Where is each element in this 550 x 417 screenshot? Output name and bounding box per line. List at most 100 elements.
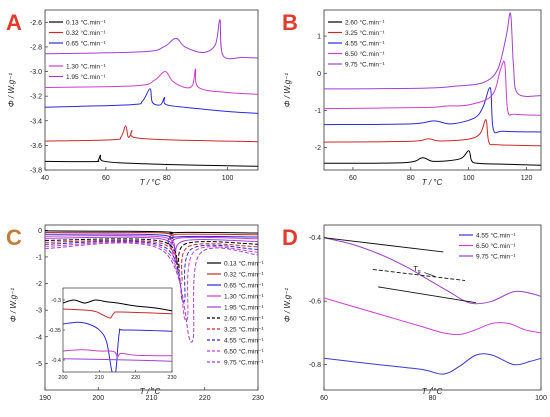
- inset-x-tick-label: 220: [131, 375, 140, 381]
- plot-frame: [44, 9, 259, 171]
- legend-label: 4.55 °C.min⁻¹: [345, 40, 385, 48]
- series-line-1: [324, 353, 541, 375]
- legend-label: 9.75 °C.min⁻¹: [345, 61, 385, 69]
- legend-label: 6.50 °C.min⁻¹: [476, 242, 516, 250]
- inset-series-line-2: [63, 308, 172, 319]
- y-tick-label: -2: [36, 281, 42, 288]
- x-tick-label: 120: [521, 175, 533, 182]
- x-axis-label: T / °C: [422, 178, 443, 187]
- legend-label: 3.25 °C.min⁻¹: [224, 326, 264, 334]
- legend-label: 1.30 °C.min⁻¹: [66, 63, 106, 71]
- legend-label: 9.75 °C.min⁻¹: [224, 359, 264, 367]
- inset-y-tick-label: -0.4: [52, 358, 61, 364]
- x-axis-label: T / °C: [140, 387, 161, 396]
- legend-label: 0.32 °C.min⁻¹: [224, 271, 264, 279]
- y-tick-label: -0.6: [309, 299, 321, 306]
- legend-label: 0.13 °C.min⁻¹: [224, 260, 264, 268]
- inset-x-tick-label: 210: [95, 375, 104, 381]
- panel-letter: C: [6, 225, 22, 250]
- y-axis-label: Φ / W.g⁻¹: [9, 288, 18, 323]
- plot-area: Tg: [324, 237, 541, 375]
- y-tick-label: -0.4: [309, 235, 321, 242]
- y-tick-label: -1: [36, 254, 42, 261]
- tg-arrow: [424, 272, 436, 277]
- x-tick-label: 80: [429, 395, 437, 402]
- y-tick-label: 0: [317, 71, 321, 78]
- x-tick-label: 220: [199, 395, 211, 402]
- series-line-7: [45, 239, 258, 285]
- y-tick-label: -0.8: [309, 362, 321, 369]
- y-tick-label: -3: [36, 308, 42, 315]
- y-axis-label: Φ / W.g⁻¹: [283, 288, 292, 323]
- inset-series-line-3: [63, 321, 172, 372]
- panel-c: 190 200 210 220 230 0 -1 -2 -3 -4 -5 T / °C Φ / W.g⁻…: [6, 224, 264, 402]
- series-line-3: [324, 87, 541, 134]
- x-tick-label: 80: [163, 175, 171, 182]
- y-tick-label: -2: [315, 145, 321, 152]
- plot-frame: [323, 9, 542, 171]
- inset-series-line-5: [63, 358, 172, 362]
- inset-y-tick-label: -0.3: [52, 298, 61, 304]
- inset-plot: 200 210 220 230 -0.3 -0.35 -0.4: [48, 287, 177, 381]
- tg-annotation: Tg: [414, 266, 421, 275]
- x-tick-label: 40: [41, 175, 49, 182]
- legend-label: 0.13 °C.min⁻¹: [66, 19, 106, 27]
- series-line-5: [45, 236, 258, 263]
- series-line-3: [324, 237, 541, 305]
- series-line-5: [45, 19, 258, 60]
- x-tick-label: 100: [222, 175, 234, 182]
- y-tick-label: -3.2: [30, 94, 42, 101]
- y-tick-label: -1: [315, 108, 321, 115]
- series-line-3: [45, 88, 258, 114]
- inset-series-line-1: [63, 299, 172, 312]
- series-line-4: [45, 68, 258, 95]
- legend-label: 3.25 °C.min⁻¹: [345, 29, 385, 37]
- y-tick-label: -5: [36, 361, 42, 368]
- panel-letter: A: [6, 10, 22, 35]
- series-line-2: [324, 297, 541, 336]
- legend-label: 6.50 °C.min⁻¹: [224, 348, 264, 356]
- series-line-6: [45, 238, 258, 274]
- y-tick-label: 1: [317, 34, 321, 41]
- series-line-4: [45, 234, 258, 255]
- series-line-2: [45, 125, 258, 143]
- tangent-line-2: [372, 268, 466, 281]
- series-line-9: [45, 241, 258, 322]
- plot-area: [45, 19, 258, 167]
- y-tick-label: -3.8: [30, 168, 42, 175]
- x-tick-label: 80: [407, 175, 415, 182]
- x-tick-label: 60: [102, 175, 110, 182]
- series-line-4: [324, 60, 541, 116]
- legend-label: 2.60 °C.min⁻¹: [345, 19, 385, 27]
- tangent-line-3: [378, 286, 476, 304]
- series-line-1: [324, 150, 541, 166]
- legend-label: 0.65 °C.min⁻¹: [224, 282, 264, 290]
- y-tick-label: 0: [38, 228, 42, 235]
- series-line-10: [45, 242, 258, 343]
- x-axis-label: T / °C: [422, 387, 443, 396]
- inset-x-tick-label: 200: [58, 375, 67, 381]
- y-tick-label: -2.8: [30, 44, 42, 51]
- x-tick-label: 230: [252, 395, 264, 402]
- legend-label: 6.50 °C.min⁻¹: [345, 50, 385, 58]
- y-tick-label: -3.6: [30, 143, 42, 150]
- x-tick-label: 210: [146, 395, 158, 402]
- legend-label: 4.55 °C.min⁻¹: [224, 337, 264, 345]
- panel-letter: B: [282, 10, 298, 35]
- x-tick-label: 60: [349, 175, 357, 182]
- y-tick-label: -3.4: [30, 118, 42, 125]
- series-line-2: [324, 119, 541, 147]
- plot-area: [45, 230, 258, 343]
- y-tick-label: -2.6: [30, 20, 42, 27]
- panel-b: 60 80 100 120 -2 -1 0 1 T / °C Φ / W.g⁻¹ B 2.60 °C.…: [282, 9, 542, 187]
- tangent-line-1: [324, 237, 444, 253]
- inset-y-tick-label: -0.35: [48, 328, 61, 334]
- y-tick-label: -4: [36, 334, 42, 341]
- inset-series-line-4: [63, 349, 172, 358]
- x-tick-label: 100: [463, 175, 475, 182]
- legend-label: 1.30 °C.min⁻¹: [224, 293, 264, 301]
- x-tick-label: 60: [320, 395, 328, 402]
- legend-label: 4.55 °C.min⁻¹: [476, 232, 516, 240]
- panel-a: 40 60 80 100 -3.8 -3.6 -3.4 -3.2 -3.0 -2.8 -2.6 T /…: [6, 9, 259, 187]
